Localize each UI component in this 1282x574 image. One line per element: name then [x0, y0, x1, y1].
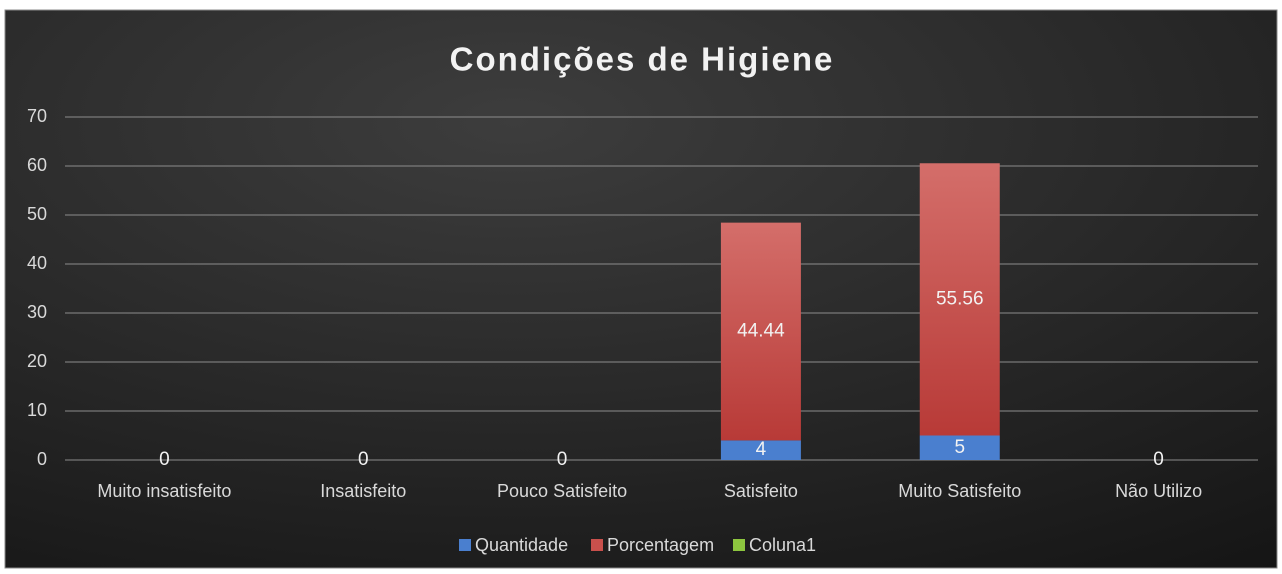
data-label: 5	[954, 437, 965, 458]
data-label: 0	[159, 449, 170, 470]
x-tick-label: Insatisfeito	[320, 481, 406, 501]
legend-swatch	[459, 539, 471, 551]
legend-label: Quantidade	[475, 535, 568, 555]
data-label: 44.44	[737, 321, 785, 342]
legend-label: Coluna1	[749, 535, 816, 555]
y-tick-label: 30	[27, 302, 47, 322]
data-label: 0	[1153, 449, 1164, 470]
data-label: 55.56	[936, 288, 984, 309]
y-tick-label: 70	[27, 106, 47, 126]
data-label: 0	[358, 449, 369, 470]
y-tick-label: 0	[37, 449, 47, 469]
y-tick-label: 50	[27, 204, 47, 224]
y-tick-label: 40	[27, 253, 47, 273]
legend-swatch	[591, 539, 603, 551]
bar-segment	[720, 222, 801, 441]
data-label: 0	[557, 449, 568, 470]
x-tick-label: Muito Satisfeito	[898, 481, 1021, 501]
x-tick-label: Satisfeito	[724, 481, 798, 501]
bar-segment	[720, 440, 801, 460]
data-label: 4	[756, 439, 767, 460]
x-tick-label: Pouco Satisfeito	[497, 481, 627, 501]
bar-segment	[919, 163, 1000, 436]
legend-label: Porcentagem	[607, 535, 714, 555]
bar-segment	[919, 435, 1000, 460]
chart-title: Condições de Higiene	[450, 41, 835, 78]
x-tick-label: Muito insatisfeito	[97, 481, 231, 501]
chart-background	[4, 9, 1278, 569]
y-tick-label: 60	[27, 155, 47, 175]
x-tick-label: Não Utilizo	[1115, 481, 1202, 501]
y-tick-label: 20	[27, 351, 47, 371]
y-tick-label: 10	[27, 400, 47, 420]
legend-swatch	[733, 539, 745, 551]
